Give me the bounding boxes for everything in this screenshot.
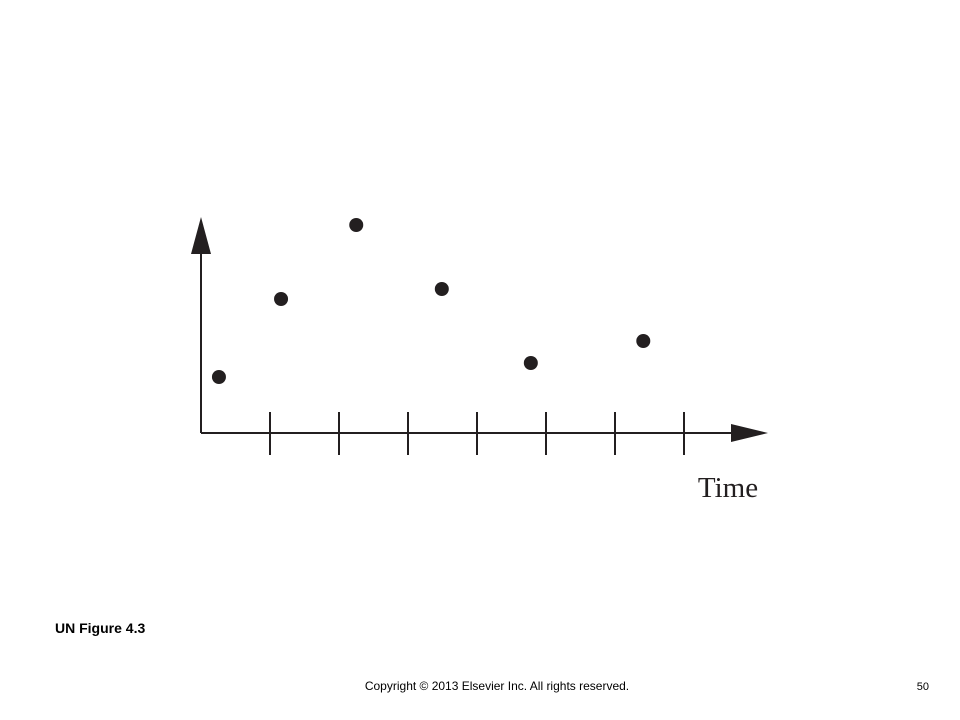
data-point	[349, 218, 364, 232]
page-number: 50	[917, 681, 929, 693]
y-axis-arrow	[191, 217, 211, 254]
data-point	[434, 282, 449, 296]
data-point	[523, 356, 538, 370]
figure-caption: UN Figure 4.3	[55, 620, 145, 636]
x-axis-label: Time	[698, 472, 758, 504]
x-axis-arrow	[731, 424, 768, 442]
data-point	[211, 370, 226, 384]
copyright: Copyright © 2013 Elsevier Inc. All right…	[365, 679, 629, 693]
data-point	[636, 334, 651, 348]
data-point	[274, 292, 289, 306]
